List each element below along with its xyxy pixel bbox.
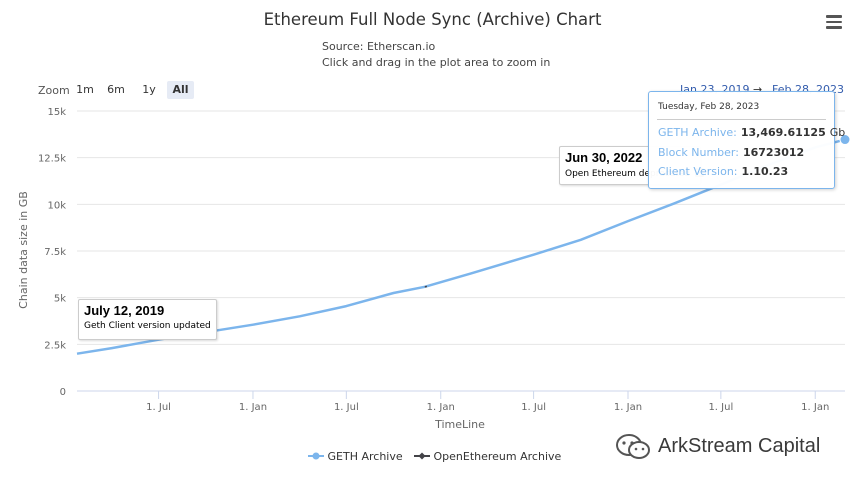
- tooltip-date: Tuesday, Feb 28, 2023: [658, 102, 760, 112]
- legend-symbol-geth: [308, 452, 324, 460]
- x-tick-label: 1. Jul: [708, 402, 733, 413]
- watermark: ArkStream Capital: [614, 432, 820, 462]
- legend-item-geth[interactable]: GETH Archive: [308, 450, 403, 463]
- tooltip-key: Block Number:: [658, 146, 739, 159]
- y-axis-ticks: 0 2.5k 5k 7.5k 10k 12.5k 15k: [38, 107, 66, 398]
- range-separator: →: [753, 83, 763, 96]
- zoom-all-button[interactable]: All: [167, 81, 194, 99]
- x-tick-label: 1. Jan: [239, 402, 267, 413]
- y-tick-label: 7.5k: [44, 247, 66, 258]
- chart-source: Source: Etherscan.io: [322, 40, 436, 53]
- chart-title: Ethereum Full Node Sync (Archive) Chart: [263, 10, 602, 29]
- annotation-text-label: Open Ethereum deprecated: [565, 169, 690, 179]
- tooltip-unit: Gb: [829, 126, 846, 139]
- zoom-1m-button[interactable]: 1m: [76, 83, 94, 96]
- y-tick-label: 10k: [47, 200, 66, 211]
- y-tick-label: 0: [60, 387, 66, 398]
- x-tick-label: 1. Jan: [801, 402, 829, 413]
- annotation-title: July 12, 2019: [84, 303, 165, 318]
- legend-item-openethereum[interactable]: OpenEthereum Archive: [414, 450, 561, 463]
- y-tick-label: 12.5k: [38, 154, 66, 165]
- zoom-6m-button[interactable]: 6m: [107, 83, 125, 96]
- tooltip-divider: [657, 119, 826, 120]
- tooltip-value: 1.10.23: [741, 165, 789, 178]
- x-axis: 1. Jul 1. Jan 1. Jul 1. Jan 1. Jul 1. Jan 1. J…: [146, 391, 829, 413]
- tooltip-value: 13,469.61125: [740, 126, 826, 139]
- chart-hint: Click and drag in the plot area to zoom …: [322, 56, 551, 69]
- hover-marker: [839, 134, 851, 146]
- x-tick-label: 1. Jul: [334, 402, 359, 413]
- legend-label: GETH Archive: [327, 450, 403, 463]
- y-axis-label: Chain data size in GB: [17, 191, 30, 309]
- x-tick-label: 1. Jul: [146, 402, 171, 413]
- annotation-geth-update[interactable]: July 12, 2019 Geth Client version update…: [78, 299, 217, 340]
- x-tick-label: 1. Jan: [427, 402, 455, 413]
- x-tick-label: 1. Jan: [614, 402, 642, 413]
- tooltip-row: GETH Archive: 13,469.61125 Gb: [658, 126, 845, 139]
- x-axis-label: TimeLine: [434, 418, 485, 431]
- tooltip-key: Client Version:: [658, 165, 738, 178]
- wechat-logo-icon: [616, 434, 650, 459]
- y-tick-label: 5k: [54, 294, 66, 305]
- legend-symbol-openethereum: [414, 452, 430, 460]
- hamburger-menu-icon[interactable]: [826, 15, 842, 29]
- zoom-1y-button[interactable]: 1y: [142, 83, 156, 96]
- tooltip-key: GETH Archive:: [658, 126, 737, 139]
- legend-label: OpenEthereum Archive: [433, 450, 562, 463]
- x-tick-label: 1. Jul: [521, 402, 546, 413]
- annotation-title: Jun 30, 2022: [565, 150, 643, 165]
- tooltip: Tuesday, Feb 28, 2023 GETH Archive: 13,46…: [648, 91, 845, 189]
- y-tick-label: 2.5k: [44, 340, 66, 351]
- y-tick-label: 15k: [47, 107, 66, 118]
- watermark-text: ArkStream Capital: [658, 435, 821, 457]
- zoom-label: Zoom: [38, 84, 70, 97]
- tooltip-value: 16723012: [742, 146, 805, 159]
- annotation-pointers: [163, 175, 721, 339]
- annotation-text: Geth Client version updated: [84, 321, 211, 331]
- tooltip-row: Client Version: 1.10.23: [658, 165, 788, 178]
- tooltip-row: Block Number: 16723012: [658, 146, 804, 159]
